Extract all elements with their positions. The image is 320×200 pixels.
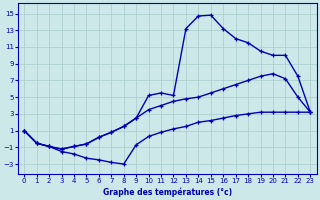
X-axis label: Graphe des températures (°c): Graphe des températures (°c) xyxy=(103,187,232,197)
